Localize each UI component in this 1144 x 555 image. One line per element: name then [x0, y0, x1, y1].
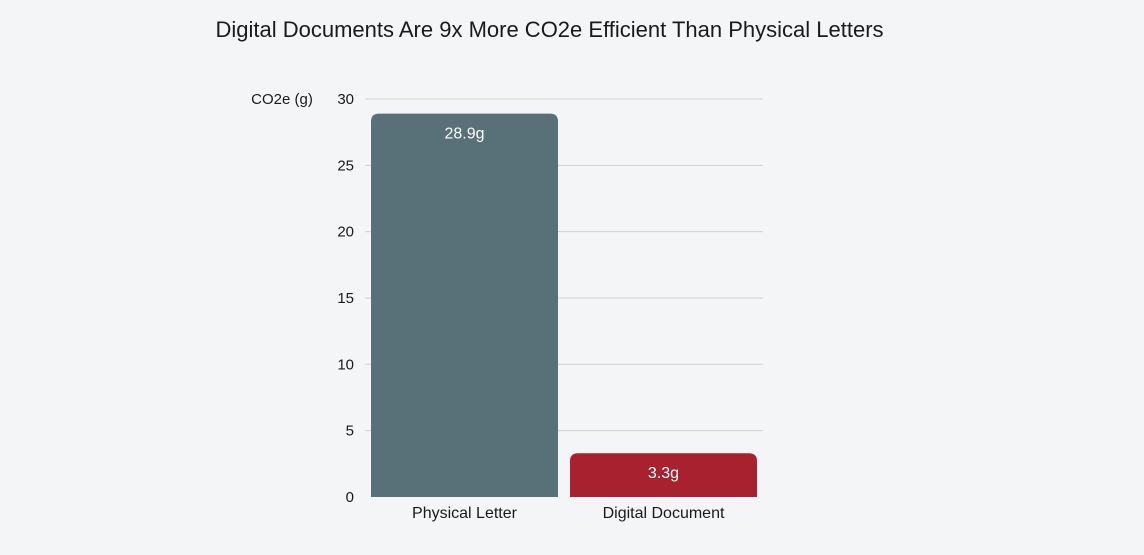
bar-value-label: 3.3g — [648, 465, 679, 482]
bar-physical-letter — [371, 113, 558, 498]
x-axis-categories: Physical Letter Digital Document — [412, 505, 725, 522]
bar-value-label: 28.9g — [444, 126, 484, 143]
y-tick-label: 15 — [337, 290, 354, 307]
bars: 28.9g 3.3g — [371, 113, 757, 498]
y-tick-label: 25 — [337, 157, 354, 174]
x-category-label: Digital Document — [603, 505, 725, 522]
y-tick-label: 10 — [337, 356, 354, 373]
y-axis-ticks: 0 5 10 15 20 25 30 — [337, 91, 354, 506]
chart-title: Digital Documents Are 9x More CO2e Effic… — [215, 17, 884, 42]
y-tick-label: 20 — [337, 224, 354, 241]
y-tick-label: 30 — [337, 91, 354, 108]
bar-digital-document — [570, 453, 757, 497]
y-tick-label: 0 — [346, 489, 354, 506]
x-category-label: Physical Letter — [412, 505, 518, 522]
y-tick-label: 5 — [346, 423, 354, 440]
y-axis-label: CO2e (g) — [251, 91, 313, 108]
